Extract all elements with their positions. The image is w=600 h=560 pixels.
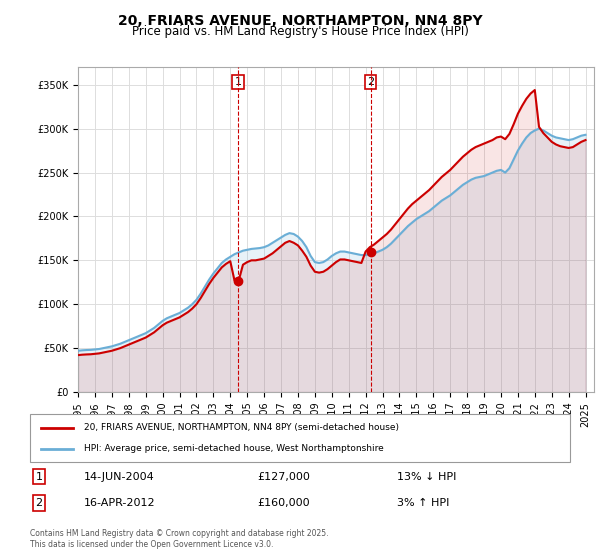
Text: 13% ↓ HPI: 13% ↓ HPI [397,472,457,482]
Text: 2: 2 [367,77,374,87]
Text: Contains HM Land Registry data © Crown copyright and database right 2025.
This d: Contains HM Land Registry data © Crown c… [30,529,329,549]
Text: £160,000: £160,000 [257,498,310,508]
Text: HPI: Average price, semi-detached house, West Northamptonshire: HPI: Average price, semi-detached house,… [84,444,384,453]
Text: 14-JUN-2004: 14-JUN-2004 [84,472,155,482]
Text: 20, FRIARS AVENUE, NORTHAMPTON, NN4 8PY: 20, FRIARS AVENUE, NORTHAMPTON, NN4 8PY [118,14,482,28]
Text: Price paid vs. HM Land Registry's House Price Index (HPI): Price paid vs. HM Land Registry's House … [131,25,469,38]
Text: 16-APR-2012: 16-APR-2012 [84,498,155,508]
Text: 1: 1 [35,472,43,482]
Text: 1: 1 [235,77,241,87]
Text: £127,000: £127,000 [257,472,310,482]
Text: 2: 2 [35,498,43,508]
FancyBboxPatch shape [30,414,570,462]
Text: 20, FRIARS AVENUE, NORTHAMPTON, NN4 8PY (semi-detached house): 20, FRIARS AVENUE, NORTHAMPTON, NN4 8PY … [84,423,399,432]
Text: 3% ↑ HPI: 3% ↑ HPI [397,498,449,508]
